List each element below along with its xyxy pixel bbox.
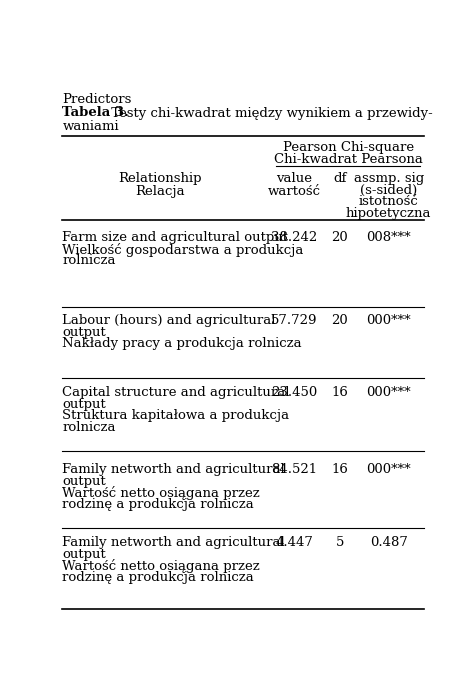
Text: Predictors: Predictors [63,92,132,106]
Text: output: output [63,398,106,411]
Text: 000***: 000*** [366,463,411,476]
Text: 4.447: 4.447 [275,536,313,549]
Text: 16: 16 [331,386,348,399]
Text: value: value [276,172,312,185]
Text: output: output [63,326,106,339]
Text: Wartość netto osiągana przez: Wartość netto osiągana przez [63,486,260,500]
Text: Tabela 3.: Tabela 3. [63,106,129,120]
Text: Pearson Chi-square: Pearson Chi-square [283,141,414,154]
Text: Nakłady pracy a produkcja rolnicza: Nakłady pracy a produkcja rolnicza [63,338,302,350]
Text: Family networth and agricultural: Family networth and agricultural [63,463,285,476]
Text: 20: 20 [331,231,348,244]
Text: 57.729: 57.729 [271,314,317,327]
Text: 5: 5 [336,536,344,549]
Text: Wielkość gospodarstwa a produkcja: Wielkość gospodarstwa a produkcja [63,243,304,256]
Text: 20: 20 [331,314,348,327]
Text: assmp. sig: assmp. sig [354,172,424,185]
Text: Relacja: Relacja [135,185,185,198]
Text: rolnicza: rolnicza [63,254,116,268]
Text: wartość: wartość [268,185,320,198]
Text: 000***: 000*** [366,314,411,327]
Text: 008***: 008*** [366,231,411,244]
Text: Labour (hours) and agricultural: Labour (hours) and agricultural [63,314,276,327]
Text: rodzinę a produkcja rolnicza: rodzinę a produkcja rolnicza [63,498,254,511]
Text: rolnicza: rolnicza [63,420,116,434]
Text: Testy chi-kwadrat między wynikiem a przewidy-: Testy chi-kwadrat między wynikiem a prze… [107,106,433,120]
Text: istotność: istotność [359,195,419,208]
Text: Struktura kapitałowa a produkcja: Struktura kapitałowa a produkcja [63,409,290,422]
Text: output: output [63,548,106,561]
Text: df: df [333,172,346,185]
Text: Wartość netto osiągana przez: Wartość netto osiągana przez [63,559,260,573]
Text: Capital structure and agricultural: Capital structure and agricultural [63,386,290,399]
Text: Chi-kwadrat Pearsona: Chi-kwadrat Pearsona [274,153,423,165]
Text: Farm size and agricultural output: Farm size and agricultural output [63,231,288,244]
Text: 84.521: 84.521 [271,463,317,476]
Text: Family networth and agricultural: Family networth and agricultural [63,536,285,549]
Text: 000***: 000*** [366,386,411,399]
Text: 38.242: 38.242 [271,231,317,244]
Text: 23.450: 23.450 [271,386,317,399]
Text: (s-sided): (s-sided) [360,183,417,197]
Text: waniami: waniami [63,120,119,133]
Text: rodzinę a produkcja rolnicza: rodzinę a produkcja rolnicza [63,571,254,584]
Text: hipotetyczna: hipotetyczna [346,206,431,220]
Text: output: output [63,475,106,488]
Text: Relationship: Relationship [118,172,202,185]
Text: 16: 16 [331,463,348,476]
Text: 0.487: 0.487 [370,536,408,549]
